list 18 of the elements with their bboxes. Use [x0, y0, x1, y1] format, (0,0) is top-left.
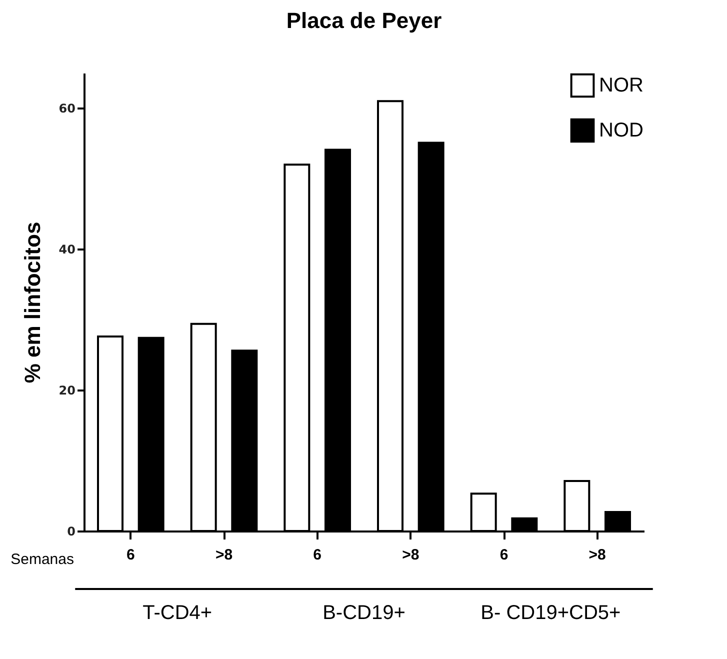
- legend-label: NOR: [599, 74, 644, 96]
- y-axis-title: % em linfocitos: [20, 222, 45, 384]
- x-tick-label: 6: [313, 546, 322, 564]
- text: B-CD19+: [322, 602, 406, 624]
- chart-title: Placa de Peyer: [286, 8, 442, 33]
- x-tick-label: >8: [588, 546, 606, 564]
- x-tick-label: >8: [215, 546, 233, 564]
- legend-label: NOD: [599, 120, 644, 142]
- text: Semanas: [10, 551, 74, 568]
- y-tick-label: 0: [67, 524, 76, 538]
- y-tick-label: 40: [58, 242, 76, 257]
- x-tick-label: 6: [500, 546, 508, 564]
- text: T-CD4+: [142, 602, 212, 624]
- x-tick-label: 6: [126, 546, 135, 564]
- y-tick-label: 20: [58, 384, 76, 398]
- text: B- CD19+CD5+: [480, 602, 621, 624]
- x-tick-label: >8: [402, 546, 420, 564]
- y-tick-label: 60: [58, 102, 76, 116]
